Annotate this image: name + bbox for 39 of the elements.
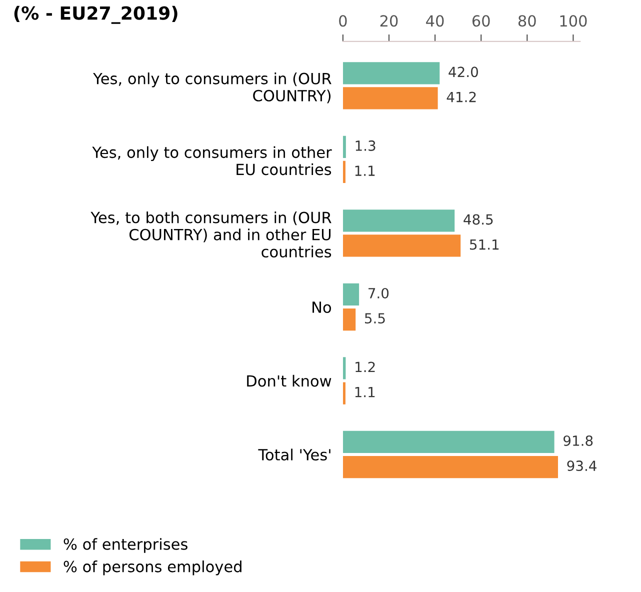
data-label: 1.1 [355,386,375,398]
bar [342,357,346,380]
bar [342,87,438,110]
y-tick-label: Yes, only to consumers in (OUR COUNTRY) [93,72,332,104]
bar [342,160,346,184]
bar [342,382,346,404]
bar [342,283,360,306]
y-tick-label: Total 'Yes' [258,448,330,461]
x-tick-label: 20 [380,15,398,27]
data-label: 42.0 [448,66,478,78]
data-label: 41.2 [446,92,476,102]
bar [342,430,554,454]
data-label: 91.8 [564,435,593,446]
y-tick-label: Don't know [247,374,332,387]
bar [342,308,356,331]
y-tick-label: No [312,302,331,313]
bar [342,210,455,232]
bar [342,456,558,478]
data-label: 1.1 [355,166,375,176]
data-label: 48.5 [464,214,493,225]
bar [342,136,346,158]
x-tick-label: 100 [560,15,587,27]
bar [342,62,440,84]
x-tick-label: 40 [426,15,444,27]
y-tick-label: Yes, to both consumers in (OUR COUNTRY) and in other EU countries [90,211,332,258]
data-label: 1.3 [356,140,376,151]
data-label: 5.5 [365,313,385,324]
x-tick-label: 80 [518,15,536,27]
x-tick-label: 0 [339,15,347,27]
y-tick-label: Yes, only to consumers in other EU countries [92,146,332,176]
legend-label: % of persons employed [64,560,242,576]
data-label: 93.4 [567,460,596,472]
data-label: 1.2 [356,362,375,372]
data-label: 7.0 [368,288,389,298]
data-label: 51.1 [470,239,499,250]
text: (% - EU27_2019) [14,6,178,24]
legend-label: % of enterprises [64,538,188,553]
bar [342,234,461,257]
x-tick-label: 60 [472,15,490,27]
